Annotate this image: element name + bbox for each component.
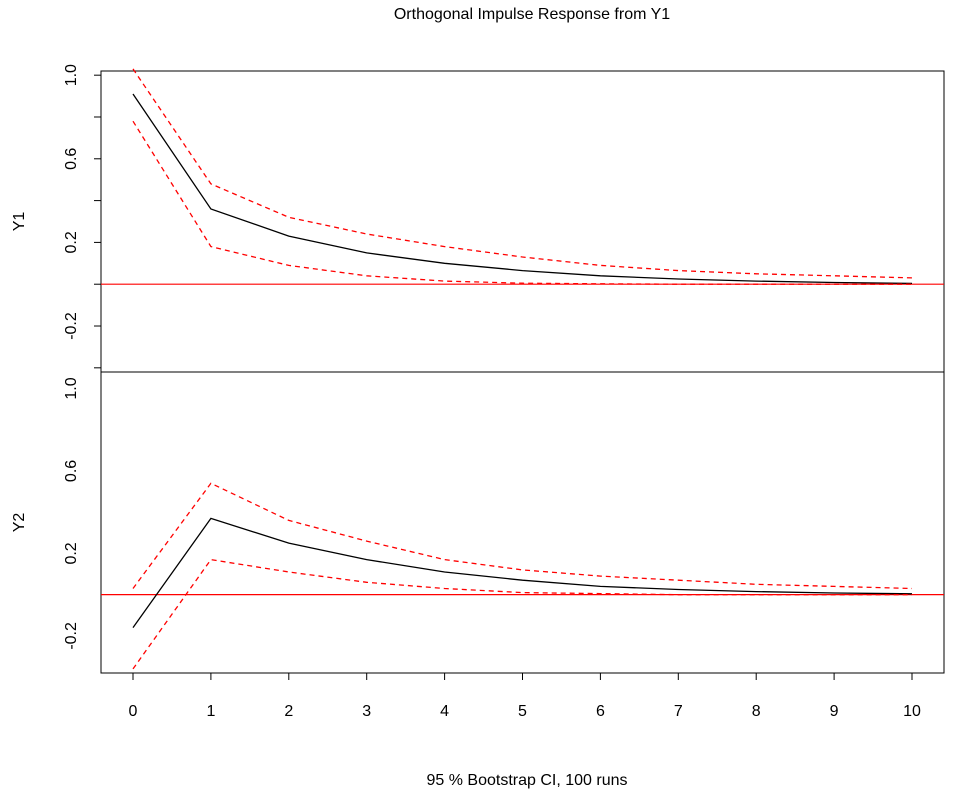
x-tick-label: 3: [362, 703, 371, 720]
plot-frame: [100, 70, 945, 373]
panel-y2: -0.2 0.2 0.6 1.0 Y2: [11, 371, 945, 674]
series-lower-line: [132, 120, 912, 285]
x-tick-label: 8: [752, 703, 761, 720]
x-tick-label: 5: [518, 703, 527, 720]
x-axis: 0 1 2 3 4 5 6 7 8 9 10: [129, 673, 921, 720]
x-tick-label: 1: [206, 703, 215, 720]
y-tick-label: 0.2: [63, 231, 80, 253]
panel-y1: -0.2 0.2 0.6 1.0 Y1: [11, 64, 945, 373]
plot-frame: [100, 371, 945, 674]
series-upper-line: [132, 68, 913, 279]
y-tick-label: 0.6: [63, 460, 80, 482]
x-tick-label: 4: [440, 703, 449, 720]
chart-title: Orthogonal Impulse Response from Y1: [394, 6, 670, 23]
y-tick-label: -0.2: [63, 312, 80, 340]
y-tick-label: 0.2: [63, 542, 80, 564]
series-upper-line: [132, 482, 913, 590]
series-irf-line: [132, 93, 913, 285]
y-axis-label: Y1: [11, 212, 28, 232]
x-tick-label: 7: [674, 703, 683, 720]
x-tick-label: 6: [596, 703, 605, 720]
y-tick-label: 0.6: [63, 148, 80, 170]
y-tick-label: 1.0: [63, 64, 80, 86]
series-irf-line: [132, 517, 913, 628]
x-tick-label: 2: [284, 703, 293, 720]
series-lower-line: [132, 558, 912, 670]
x-tick-label: 0: [129, 703, 138, 720]
x-tick-label: 9: [830, 703, 839, 720]
y-tick-label: 1.0: [63, 377, 80, 399]
x-axis-caption: 95 % Bootstrap CI, 100 runs: [427, 772, 628, 789]
y-tick-label: -0.2: [63, 622, 80, 650]
x-tick-label: 10: [903, 703, 921, 720]
y-axis-label: Y2: [11, 513, 28, 533]
